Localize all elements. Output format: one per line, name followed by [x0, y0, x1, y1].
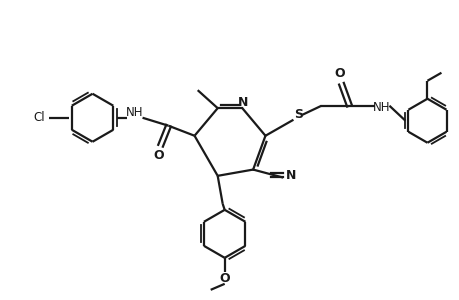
Text: N: N: [238, 96, 248, 109]
Text: NH: NH: [372, 101, 389, 114]
Text: S: S: [293, 108, 302, 121]
Text: O: O: [219, 272, 230, 285]
Text: NH: NH: [125, 106, 143, 119]
Text: O: O: [153, 149, 163, 162]
Text: Cl: Cl: [34, 111, 45, 124]
Text: O: O: [333, 67, 344, 80]
Text: N: N: [285, 169, 296, 182]
